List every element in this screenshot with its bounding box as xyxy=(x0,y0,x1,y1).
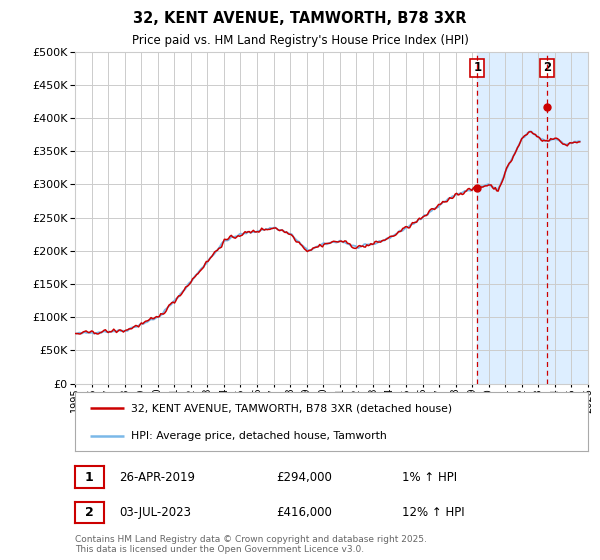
Text: £416,000: £416,000 xyxy=(276,506,332,519)
Text: Price paid vs. HM Land Registry's House Price Index (HPI): Price paid vs. HM Land Registry's House … xyxy=(131,34,469,46)
Text: 1: 1 xyxy=(85,470,94,484)
Bar xyxy=(478,52,588,384)
Text: 2: 2 xyxy=(543,62,551,74)
Text: 1: 1 xyxy=(473,62,482,74)
Text: 1% ↑ HPI: 1% ↑ HPI xyxy=(402,470,457,484)
Text: HPI: Average price, detached house, Tamworth: HPI: Average price, detached house, Tamw… xyxy=(131,431,387,441)
Text: 03-JUL-2023: 03-JUL-2023 xyxy=(119,506,191,519)
Text: 12% ↑ HPI: 12% ↑ HPI xyxy=(402,506,464,519)
Text: £294,000: £294,000 xyxy=(276,470,332,484)
Text: 26-APR-2019: 26-APR-2019 xyxy=(119,470,195,484)
Text: 32, KENT AVENUE, TAMWORTH, B78 3XR (detached house): 32, KENT AVENUE, TAMWORTH, B78 3XR (deta… xyxy=(131,403,452,413)
Text: Contains HM Land Registry data © Crown copyright and database right 2025.
This d: Contains HM Land Registry data © Crown c… xyxy=(75,535,427,554)
Text: 32, KENT AVENUE, TAMWORTH, B78 3XR: 32, KENT AVENUE, TAMWORTH, B78 3XR xyxy=(133,11,467,26)
Text: 2: 2 xyxy=(85,506,94,519)
